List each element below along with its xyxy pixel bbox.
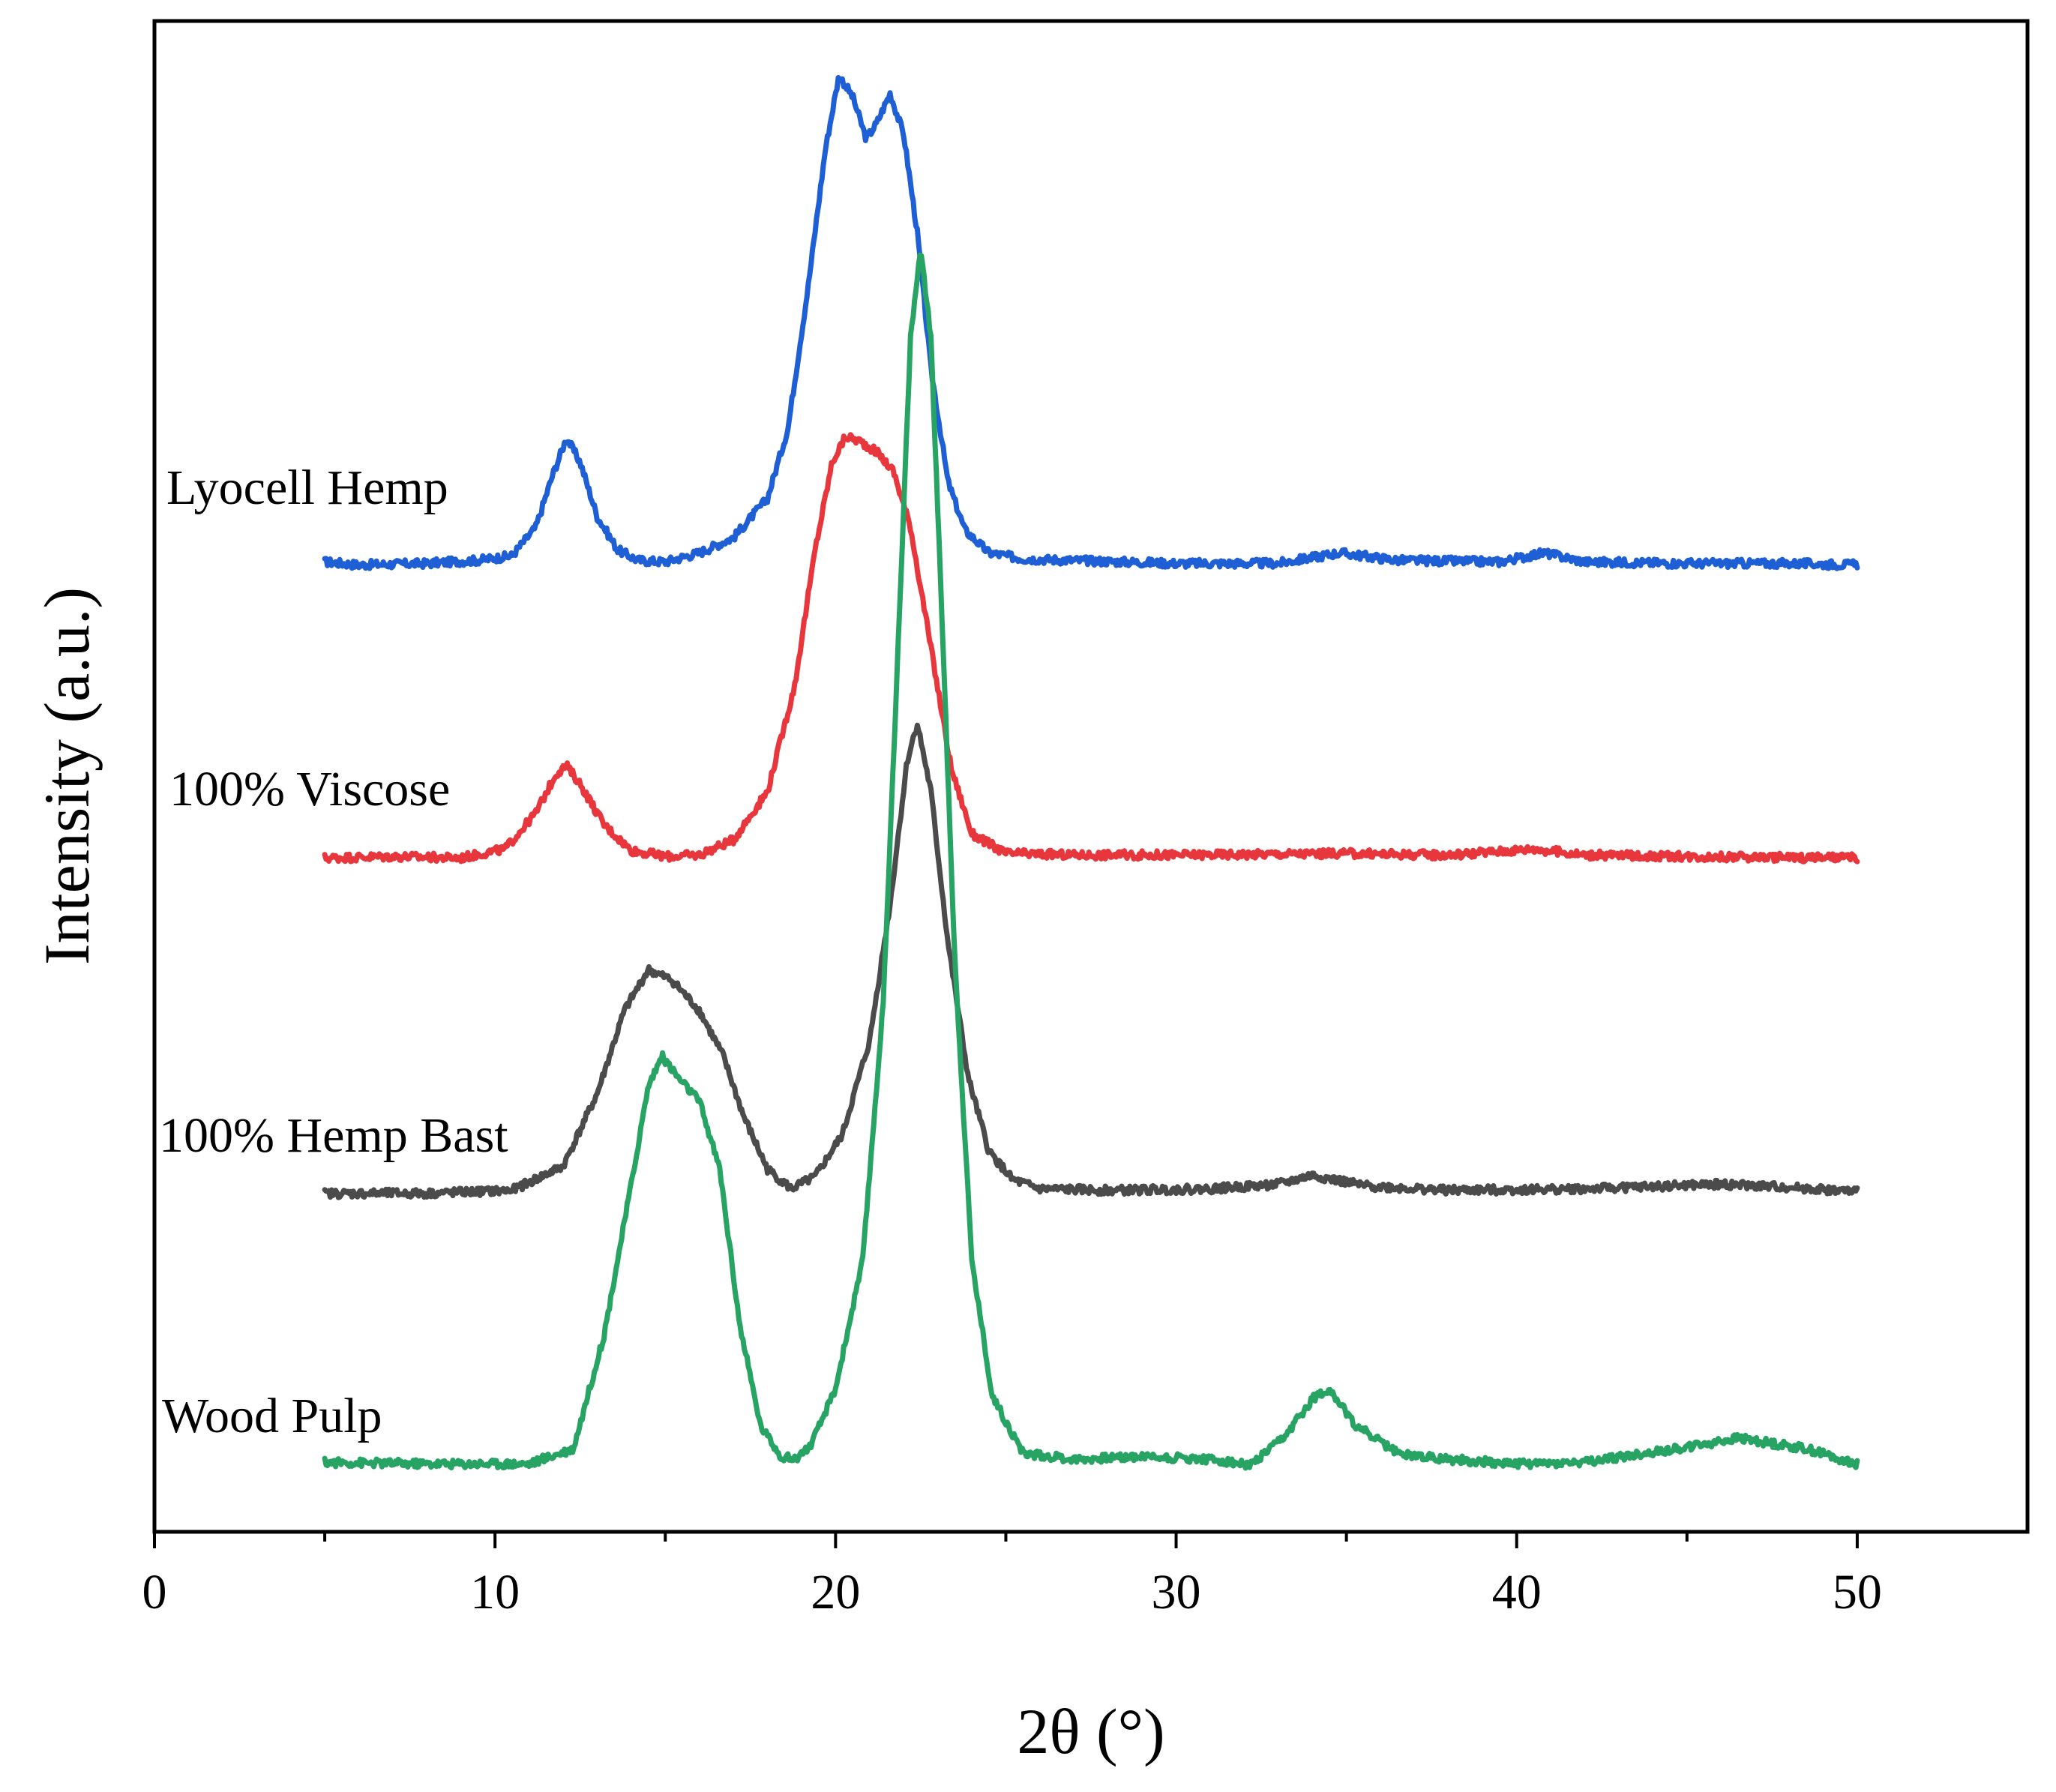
x-tick-label: 30: [1152, 1565, 1201, 1620]
x-axis: 0 10 20 30 40 50: [142, 1532, 1882, 1620]
x-tick-label: 0: [142, 1565, 167, 1620]
series-label-3: 100% Hemp Bast: [159, 1108, 508, 1163]
series-line-2: [322, 432, 1860, 865]
series-labels: Lyocell Hemp 100% Viscose 100% Hemp Bast Wo…: [159, 460, 508, 1443]
series-lines: [322, 75, 1860, 1471]
x-tick-label: 10: [470, 1565, 520, 1620]
series-label-1: Lyocell Hemp: [166, 460, 448, 515]
series-line-3: [322, 722, 1860, 1200]
series-line-1: [322, 75, 1860, 571]
series-label-2: 100% Viscose: [169, 762, 450, 817]
x-axis-title: 2θ (°): [1017, 1695, 1164, 1767]
x-tick-label: 50: [1833, 1565, 1882, 1620]
series-line-4: [322, 252, 1860, 1471]
series-label-4: Wood Pulp: [162, 1389, 382, 1443]
x-tick-label: 20: [811, 1565, 860, 1620]
x-tick-label: 40: [1492, 1565, 1542, 1620]
plot-frame: [152, 19, 2030, 1534]
y-axis-title: Intensity (a.u.): [31, 587, 103, 965]
